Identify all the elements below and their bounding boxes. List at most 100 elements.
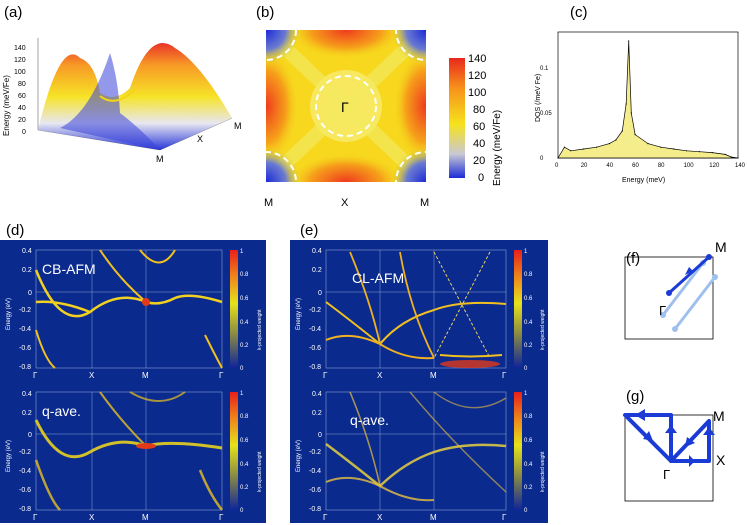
panel-e-colorbar-ticks: 1 0.8 0.6 0.4 0.2 0 1 0.8 0.6 0.4 0.2 0 [524, 249, 533, 514]
panel-d-y-axis-label-bottom: Energy (eV) [6, 440, 12, 472]
panel-c-label: (c) [570, 4, 588, 21]
cbar-tick: 0.4 [524, 320, 533, 326]
z-tick: 20 [18, 117, 26, 124]
dos-data-point [660, 146, 662, 148]
y-tick: 0.2 [22, 267, 32, 274]
panel-d-top-title: CB-AFM [42, 261, 96, 277]
x-tick: X [377, 371, 383, 380]
y-tick: -0.2 [19, 449, 31, 456]
cbar-tick: 60 [473, 121, 485, 133]
cbar-tick: 0.8 [524, 272, 533, 278]
y-tick: -0.8 [309, 506, 321, 513]
x-tick: Γ [502, 513, 507, 522]
cbar-tick: 1 [524, 391, 528, 397]
x-tick: M [142, 513, 149, 522]
cbar-tick: 20 [473, 155, 485, 167]
panel-a-label: (a) [4, 4, 23, 21]
x-tick: Γ [219, 513, 224, 522]
panel-d-y-tick-labels: 0.4 0.2 0 -0.2 -0.4 -0.6 -0.8 0.4 0.2 0 … [19, 248, 32, 513]
cbar-tick: 0.2 [524, 343, 533, 349]
cbar-tick: 0 [240, 508, 244, 514]
x-tick: Γ [33, 513, 38, 522]
y-tick-label: 0.05 [540, 111, 552, 117]
y-tick: -0.4 [309, 468, 321, 475]
panel-c-y-axis-label: DOS (/meV Fe) [535, 74, 542, 122]
x-tick: M [142, 371, 149, 380]
panel-g-label: (g) [626, 388, 645, 405]
panel-e-label: (e) [300, 222, 319, 239]
panel-c-x-axis-label: Energy (meV) [622, 177, 665, 184]
dos-data-point [724, 153, 726, 155]
panel-b-colorbar [449, 58, 465, 178]
panel-c-dos-chart: Energy (meV) DOS (/meV Fe) 0 20 40 60 80 100 1… [535, 31, 745, 184]
cbar-tick: 0.8 [240, 414, 249, 420]
panel-e-bottom-title: q-ave. [350, 412, 389, 428]
panel-g-gamma-label: Γ [663, 467, 670, 482]
cbar-tick: 0 [524, 508, 528, 514]
dos-data-point [711, 152, 713, 154]
z-tick: 60 [18, 93, 26, 100]
dos-data-point [563, 146, 566, 148]
dos-data-point [698, 151, 701, 153]
panel-d-label: (d) [6, 222, 25, 239]
panel-d-colorbar-ticks: 1 0.8 0.6 0.4 0.2 0 1 0.8 0.6 0.4 0.2 0 [240, 249, 249, 514]
dos-data-point [615, 139, 617, 141]
panel-e-top-title: CL-AFM [352, 270, 404, 286]
cbar-tick: 0.8 [524, 414, 533, 420]
x-tick: X [89, 371, 95, 380]
z-tick: 40 [18, 105, 26, 112]
dos-data-point [595, 146, 598, 148]
panel-d-colorbar-label-top: k-projected weight [257, 309, 263, 350]
panel-d-bottom-title: q-ave. [42, 403, 81, 419]
cbar-tick: 0.4 [240, 320, 249, 326]
y-tick: 0.4 [312, 248, 322, 255]
x-tick-label: 0 [555, 163, 559, 169]
cbar-tick: 40 [473, 138, 485, 150]
panel-b-energy-map: Γ M X M 140 120 100 80 60 40 20 0 Energy… [264, 30, 502, 209]
y-tick: -0.6 [19, 345, 31, 352]
dos-data-point [608, 143, 611, 145]
dos-data-point [634, 134, 636, 136]
cbar-tick: 0.2 [524, 485, 533, 491]
x-tick-label: 60 [632, 163, 639, 169]
y-tick: 0.2 [312, 410, 322, 417]
y-tick: -0.4 [309, 326, 321, 333]
x-tick-label: 40 [606, 163, 613, 169]
y-tick: 0.2 [312, 267, 322, 274]
dos-data-point [673, 148, 675, 150]
x-tick-label: 140 [735, 163, 745, 169]
cbar-tick: 0.6 [240, 438, 249, 444]
panel-d-y-axis-label-top: Energy (eV) [6, 298, 12, 330]
cbar-tick: 100 [468, 87, 486, 99]
dos-data-point [730, 156, 733, 158]
x-tick: Γ [33, 371, 38, 380]
cbar-tick: 0 [524, 366, 528, 372]
y-tick: 0 [318, 290, 322, 297]
dos-area-series [557, 40, 739, 159]
cbar-tick: 0.8 [240, 272, 249, 278]
y-tick: -0.8 [309, 364, 321, 371]
dos-data-point [647, 143, 649, 145]
y-tick: -0.8 [19, 506, 31, 513]
cbar-tick: 0 [478, 172, 484, 184]
x-tick: Γ [323, 371, 328, 380]
cbar-tick: 1 [524, 249, 528, 255]
cbar-tick: 0.6 [240, 296, 249, 302]
y-tick: 0.4 [22, 391, 32, 398]
x-tick: M [430, 371, 437, 380]
dos-data-point [625, 103, 627, 105]
dos-data-point [557, 157, 559, 159]
y-tick: 0 [28, 290, 32, 297]
panel-b-label: (b) [256, 4, 275, 21]
panel-d-band-plots: CB-AFM q-ave. 0.4 0.2 0 -0.2 -0.4 -0.6 -… [0, 240, 266, 523]
y-tick: -0.6 [309, 487, 321, 494]
panel-f-gamma-label: Γ [659, 303, 666, 318]
cbar-tick: 0.6 [524, 438, 533, 444]
y-tick: 0 [28, 432, 32, 439]
cbar-tick: 0.2 [240, 343, 249, 349]
panel-e-x-tick-labels: Γ X M Γ Γ X M Γ [323, 371, 507, 522]
cbar-tick: 0.6 [524, 296, 533, 302]
panel-f-m-label: M [715, 239, 727, 255]
y-tick: -0.2 [309, 307, 321, 314]
panel-g-m-label: M [713, 408, 725, 424]
